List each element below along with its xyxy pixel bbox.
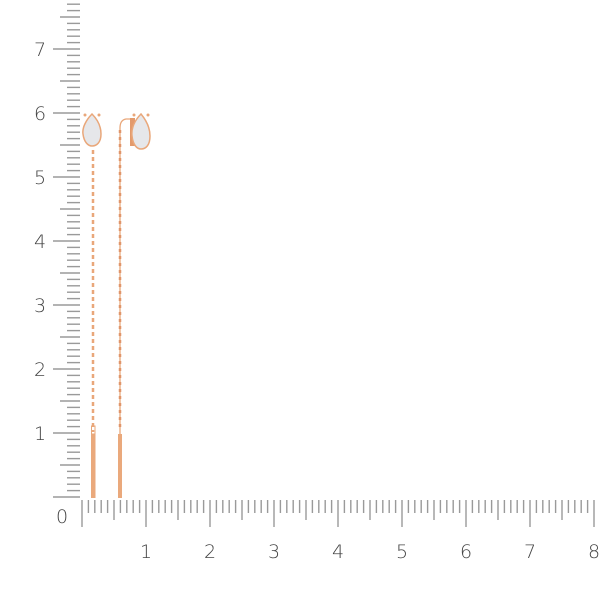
pear-stone [131, 112, 151, 150]
horizontal-ruler-label: 6 [460, 541, 472, 563]
horizontal-ruler-label: 5 [396, 541, 408, 563]
earring-left [82, 112, 102, 498]
vertical-ruler-label: 2 [34, 359, 46, 381]
vertical-ruler-label: 3 [34, 295, 46, 317]
vertical-ruler-label: 1 [34, 423, 46, 445]
vertical-ruler-label: 7 [34, 39, 46, 61]
horizontal-ruler-label: 4 [332, 541, 344, 563]
vertical-ruler-label: 4 [34, 231, 46, 253]
horizontal-ruler-label: 2 [204, 541, 216, 563]
horizontal-ruler-label: 8 [588, 541, 600, 563]
origin-label: 0 [56, 506, 68, 528]
threader-bar [91, 434, 96, 498]
pear-stone [82, 112, 102, 147]
earring-right [118, 112, 151, 498]
horizontal-ruler-label: 7 [524, 541, 536, 563]
vertical-ruler [53, 3, 80, 498]
chain [119, 118, 132, 434]
vertical-ruler-label: 6 [34, 103, 46, 125]
horizontal-ruler-label: 1 [140, 541, 152, 563]
horizontal-ruler-label: 3 [268, 541, 280, 563]
vertical-ruler-label: 5 [34, 167, 46, 189]
horizontal-ruler [81, 500, 595, 527]
threader-bar [118, 434, 122, 498]
